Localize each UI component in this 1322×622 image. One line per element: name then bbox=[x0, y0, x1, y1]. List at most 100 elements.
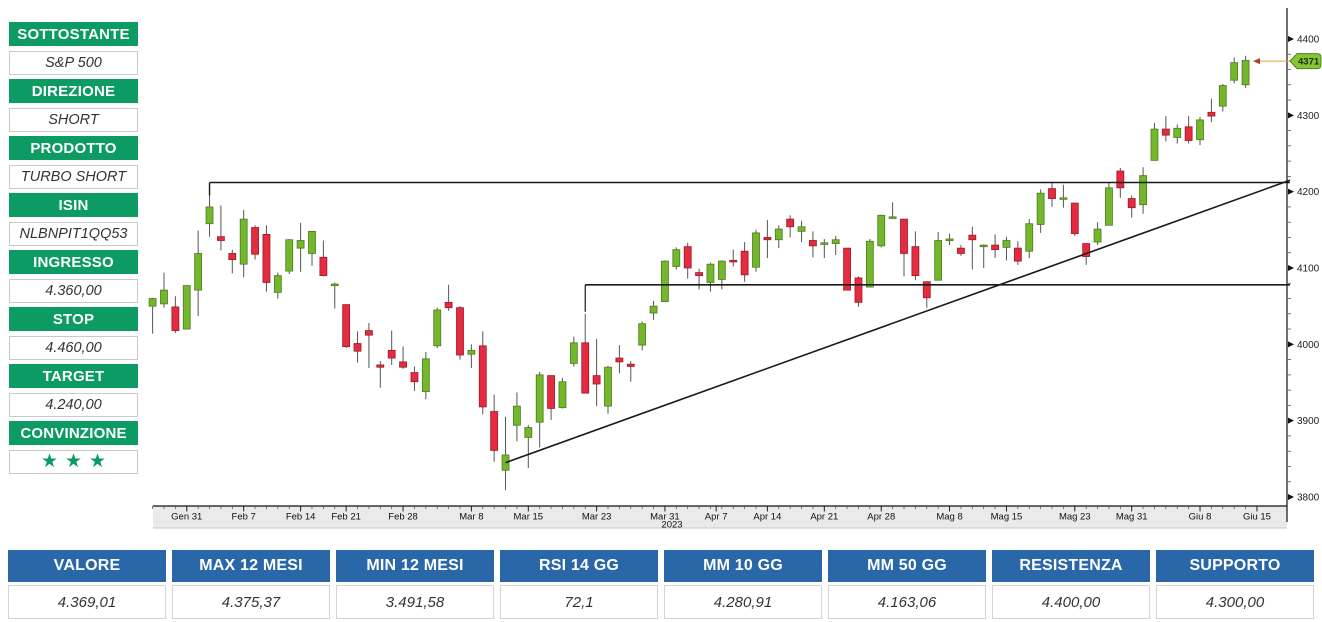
candle-body-up bbox=[1196, 119, 1204, 141]
x-tick-label: Feb 28 bbox=[388, 512, 418, 523]
candle-body-down bbox=[581, 342, 590, 394]
stats-value: 4.375,37 bbox=[172, 585, 330, 619]
candle-body-up bbox=[934, 240, 943, 281]
x-tick-label: Mag 15 bbox=[991, 512, 1023, 523]
y-tick-label: 4200 bbox=[1297, 187, 1320, 198]
stats-header: VALORE bbox=[8, 550, 166, 582]
panel-header-stop: STOP bbox=[9, 307, 138, 331]
panel-header-ingresso: INGRESSO bbox=[9, 250, 138, 274]
candle-body-down bbox=[615, 357, 624, 363]
candle-body-up bbox=[820, 242, 829, 245]
panel-value: 4.360,00 bbox=[9, 278, 138, 303]
x-tick-label: Feb 7 bbox=[232, 512, 256, 523]
candle-body-up bbox=[706, 263, 715, 283]
candle-body-up bbox=[877, 214, 886, 247]
candle-body-down bbox=[1048, 188, 1056, 199]
candle-body-down bbox=[262, 234, 271, 283]
candle-body-down bbox=[342, 304, 351, 348]
x-tick-label: Mar 31 bbox=[650, 512, 680, 523]
candle-body-up bbox=[569, 342, 578, 364]
candle-body-down bbox=[319, 256, 328, 277]
candle-body-down bbox=[1070, 202, 1079, 235]
x-tick-label: Apr 14 bbox=[753, 512, 781, 523]
candle-body-up bbox=[661, 260, 669, 302]
candle-body-down bbox=[911, 246, 920, 277]
x-tick-label: Mag 8 bbox=[936, 512, 962, 523]
stats-value: 4.369,01 bbox=[8, 585, 166, 619]
stats-value: 4.400,00 bbox=[992, 585, 1150, 619]
stats-column: MIN 12 MESI 3.491,58 bbox=[336, 550, 494, 619]
stats-header: MM 50 GG bbox=[828, 550, 986, 582]
panel-value: SHORT bbox=[9, 107, 138, 132]
candle-body-down bbox=[171, 306, 180, 331]
candle-body-down bbox=[547, 375, 555, 409]
x-axis-year-label: 2023 bbox=[661, 520, 682, 531]
y-major-tick-arrow bbox=[1288, 264, 1294, 271]
candle-body-up bbox=[330, 283, 339, 287]
candle-body-up bbox=[1036, 192, 1045, 225]
stats-column: VALORE 4.369,01 bbox=[8, 550, 166, 619]
candle-body-down bbox=[376, 364, 385, 368]
candle-body-down bbox=[900, 218, 908, 254]
candle-body-down bbox=[991, 244, 999, 251]
candle-body-down bbox=[217, 236, 225, 241]
candle-body-down bbox=[763, 237, 772, 241]
candle-body-up bbox=[558, 381, 567, 409]
candle-body-down bbox=[740, 250, 749, 276]
candle-body-down bbox=[968, 234, 977, 241]
candle-body-down bbox=[809, 240, 817, 247]
stats-value: 72,1 bbox=[500, 585, 658, 619]
y-tick-label: 4300 bbox=[1297, 111, 1320, 122]
last-price-tag bbox=[1289, 53, 1322, 70]
candle-body-down bbox=[353, 343, 362, 352]
x-tick-label: Giu 8 bbox=[1189, 512, 1212, 523]
candle-body-down bbox=[365, 330, 373, 336]
panel-header-isin: ISIN bbox=[9, 193, 138, 217]
stats-column: RESISTENZA 4.400,00 bbox=[992, 550, 1150, 619]
candle-body-up bbox=[1025, 223, 1034, 252]
candle-body-up bbox=[649, 305, 658, 314]
candle-body-up bbox=[1230, 62, 1239, 81]
candle-body-down bbox=[444, 301, 453, 309]
candle-body-up bbox=[717, 260, 726, 280]
candle-body-up bbox=[1105, 187, 1113, 226]
candle-body-up bbox=[524, 427, 533, 438]
candle-body-down bbox=[854, 277, 863, 303]
trade-info-panel: SOTTOSTANTE S&P 500 DIREZIONE SHORT PRODOTTO… bbox=[9, 22, 138, 478]
candle-body-down bbox=[592, 375, 601, 385]
x-tick-label: Mar 8 bbox=[459, 512, 483, 523]
last-price-label: 4371 bbox=[1298, 57, 1320, 68]
candle-body-down bbox=[1184, 126, 1193, 141]
candle-body-down bbox=[1127, 198, 1136, 209]
candle-body-up bbox=[205, 206, 214, 225]
panel-header-target: TARGET bbox=[9, 364, 138, 388]
x-tick-label: Mag 31 bbox=[1116, 512, 1148, 523]
candle-body-down bbox=[695, 272, 703, 277]
candle-body-up bbox=[182, 285, 191, 330]
candle-body-down bbox=[1013, 247, 1022, 262]
x-tick-label: Apr 21 bbox=[810, 512, 838, 523]
stats-column: MM 10 GG 4.280,91 bbox=[664, 550, 822, 619]
x-tick-label: Apr 7 bbox=[705, 512, 728, 523]
candle-body-up bbox=[296, 240, 305, 249]
candle-body-up bbox=[433, 309, 442, 347]
candle-body-up bbox=[1218, 85, 1227, 107]
candle-body-down bbox=[228, 253, 237, 260]
panel-value: 4.460,00 bbox=[9, 335, 138, 360]
panel-header-sottostante: SOTTOSTANTE bbox=[9, 22, 138, 46]
candle-body-up bbox=[513, 405, 521, 426]
stats-header: SUPPORTO bbox=[1156, 550, 1314, 582]
stats-value: 3.491,58 bbox=[336, 585, 494, 619]
candle-body-down bbox=[729, 259, 738, 263]
y-tick-label: 4100 bbox=[1297, 263, 1320, 274]
candle-body-up bbox=[421, 358, 430, 393]
x-tick-label: Giu 15 bbox=[1243, 512, 1271, 523]
candle-body-up bbox=[148, 298, 157, 307]
candle-body-down bbox=[683, 246, 692, 269]
candle-body-down bbox=[251, 227, 259, 255]
candle-body-up bbox=[945, 238, 954, 241]
candle-body-down bbox=[922, 281, 931, 299]
x-tick-label: Feb 21 bbox=[331, 512, 361, 523]
candle-body-down bbox=[1082, 243, 1091, 257]
candle-body-up bbox=[1173, 127, 1182, 138]
